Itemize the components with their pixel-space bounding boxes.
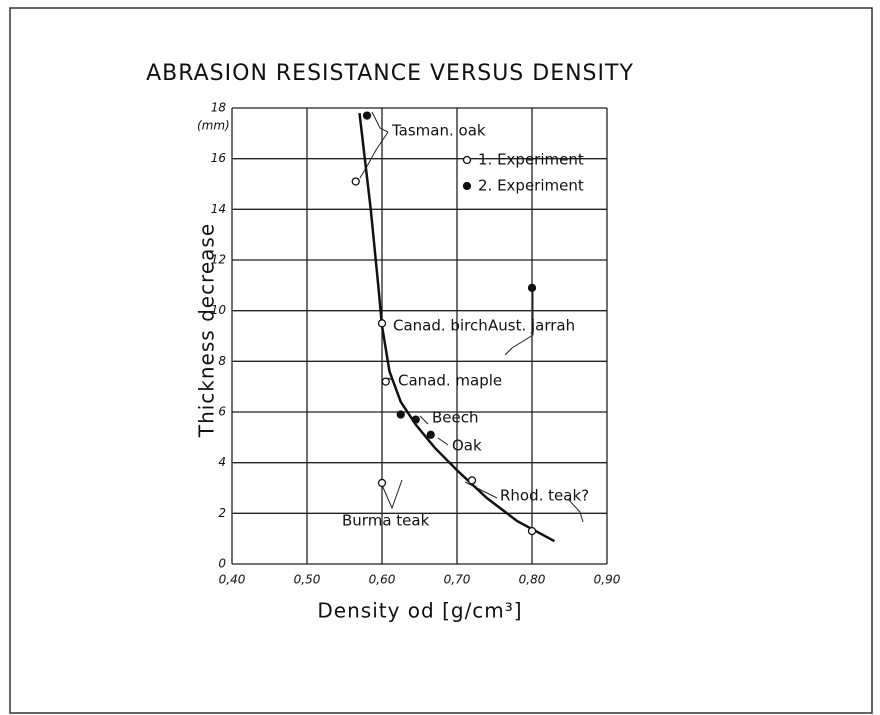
data-point: [527, 283, 537, 293]
y-tick-label: 4: [218, 455, 226, 469]
leader: [504, 285, 534, 356]
annotation: Rhod. teak?: [500, 487, 589, 505]
x-tick-label: 0,70: [444, 573, 471, 587]
page-frame: [9, 7, 873, 714]
x-tick-label: 0,40: [219, 573, 246, 587]
annotation: Burma teak: [342, 512, 430, 530]
annotation: Aust. jarrah: [488, 317, 575, 335]
y-tick-label: 6: [218, 405, 226, 419]
data-point: [381, 377, 390, 386]
data-point: [396, 410, 405, 419]
data-point: [362, 111, 372, 120]
x-tick-label: 0,90: [594, 573, 621, 587]
y-tick-label: 16: [211, 151, 227, 165]
annotation: Canad. maple: [398, 372, 502, 390]
chart-title: ABRASION RESISTANCE VERSUS DENSITY: [146, 61, 634, 86]
y-axis-label: Thickness decrease: [195, 223, 219, 438]
annotation: Tasman. oak: [391, 122, 486, 140]
trend-curve: [358, 112, 556, 543]
data-point: [527, 526, 537, 536]
y-tick-label: 18: [211, 101, 227, 115]
annotation: Canad. birch: [393, 317, 488, 335]
annotation: Oak: [452, 437, 482, 455]
x-tick-label: 0,80: [519, 573, 546, 587]
data-point: [351, 177, 360, 186]
leader: [419, 415, 429, 425]
x-tick-label: 0,50: [294, 573, 321, 587]
legend-marker: [462, 155, 472, 165]
leader: [437, 437, 449, 446]
y-tick-label: 12: [211, 253, 226, 267]
data-point: [377, 478, 387, 488]
leader: [381, 479, 403, 510]
data-point: [467, 476, 477, 485]
y-tick-label: 8: [218, 354, 226, 368]
y-axis-unit: (mm): [197, 119, 230, 133]
data-point: [426, 430, 435, 439]
x-tick-label: 0,60: [369, 573, 396, 587]
data-point: [411, 415, 420, 424]
legend-label: 2. Experiment: [478, 177, 584, 195]
leader: [567, 498, 584, 523]
annotation: Beech: [432, 409, 479, 427]
x-axis-label: Density od [g/cm³]: [317, 599, 522, 623]
data-point: [377, 319, 387, 328]
y-tick-label: 14: [211, 202, 226, 216]
leader: [371, 111, 389, 133]
y-tick-label: 0: [218, 557, 226, 571]
y-tick-label: 2: [218, 506, 226, 520]
y-tick-label: 10: [211, 303, 227, 317]
legend-label: 1. Experiment: [478, 151, 584, 169]
legend-marker: [462, 181, 472, 191]
leader: [464, 481, 498, 499]
